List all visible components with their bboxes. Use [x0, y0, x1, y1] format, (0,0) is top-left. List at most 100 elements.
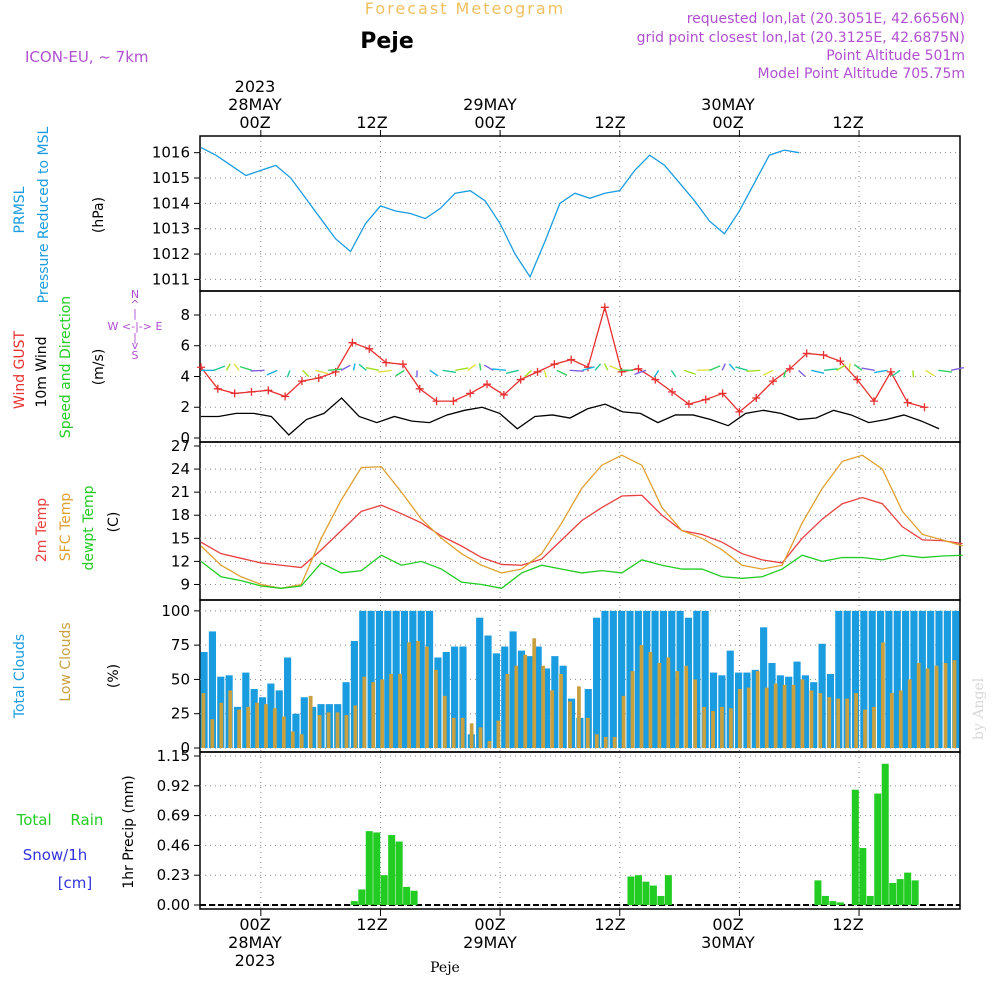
y-tick-label-4-5: 1.15 [157, 747, 190, 765]
p2-label-wind: 10m Wind [34, 336, 50, 407]
top-tick-6: 12Z [832, 113, 863, 132]
total-cloud-bar-10 [284, 657, 292, 748]
top-tick-4: 12Z [594, 113, 625, 132]
wind-arrow-27 [543, 370, 548, 378]
low-cloud-bar-57 [711, 710, 715, 748]
low-cloud-bar-24 [416, 641, 420, 748]
gust-point-7 [314, 374, 323, 383]
top-tick-5: 00Z [712, 113, 743, 132]
wind-arrow-1 [213, 365, 226, 371]
low-cloud-bar-35 [514, 665, 519, 748]
gust-point-16 [466, 389, 475, 398]
gust-point-36 [802, 349, 811, 358]
p4-label-unit: (%) [106, 664, 122, 688]
low-cloud-bar-19 [371, 682, 376, 748]
wind-arrow-8 [302, 369, 310, 378]
wind-arrow-48 [811, 369, 825, 374]
total-cloud-bar-80 [868, 610, 876, 748]
gust-point-20 [533, 367, 542, 376]
total-cloud-bar-6 [250, 689, 258, 748]
y-tick-label-4-2: 0.46 [157, 836, 190, 854]
y-tick-label-3-0: 0 [180, 739, 190, 757]
wind-arrow-10 [328, 368, 342, 372]
p2-label-speed: Speed and Direction [58, 296, 74, 438]
total-cloud-bar-27 [425, 610, 434, 748]
rain-bar-6 [395, 841, 403, 905]
panel-frame-5 [199, 751, 961, 910]
gust-point-34 [769, 377, 778, 386]
rain-bar-3 [373, 832, 381, 905]
y-tick-label-4-1: 0.23 [157, 866, 190, 884]
gust-point-3 [247, 387, 256, 396]
top-date-3: 30MAY [701, 95, 755, 114]
rain-bar-0 [350, 901, 358, 905]
wind-line [201, 397, 940, 436]
wind-arrow-15 [378, 369, 392, 373]
gust-point-27 [651, 375, 660, 384]
wind-arrow-58 [938, 369, 952, 373]
rain-bar-13 [657, 895, 665, 905]
total-cloud-bar-87 [927, 610, 935, 748]
gust-point-29 [684, 400, 693, 409]
total-cloud-bar-21 [375, 610, 384, 748]
wind-arrow-13 [358, 363, 367, 371]
wind-arrow-55 [891, 369, 901, 377]
panel-frame-1 [199, 135, 961, 292]
total-cloud-bar-63 [726, 650, 734, 748]
p5-label-precip: 1hr Precip (mm) [121, 775, 137, 888]
gust-point-11 [382, 358, 391, 367]
low-cloud-bar-12 [308, 695, 313, 748]
total-cloud-bar-58 [684, 617, 693, 748]
total-cloud-bar-43 [559, 665, 567, 748]
y-tick-label-0-1: 1012 [152, 245, 190, 263]
wind-arrow-30 [582, 366, 595, 372]
rain-bar-16 [814, 880, 822, 905]
y-tick-label-2-6: 27 [171, 437, 190, 455]
low-cloud-bar-0 [201, 693, 206, 748]
compass-bar-bottom: | [133, 331, 137, 344]
low-cloud-bar-51 [657, 662, 662, 748]
total-cloud-bar-31 [459, 646, 467, 748]
gust-point-12 [398, 360, 407, 369]
total-cloud-bar-57 [676, 610, 684, 748]
compass-rose: N ^ | W <-|-> E | v S [108, 288, 163, 362]
low-cloud-bar-37 [532, 638, 537, 748]
top-tick-2: 12Z [356, 113, 387, 132]
low-cloud-bar-7 [264, 704, 268, 748]
total-cloud-bar-41 [542, 668, 551, 748]
total-cloud-bar-71 [793, 661, 801, 748]
low-cloud-bar-47 [621, 695, 626, 748]
gust-point-19 [516, 375, 525, 384]
y-tick-label-2-4: 21 [171, 483, 190, 501]
low-cloud-bar-50 [648, 652, 653, 748]
wind-arrow-5 [250, 369, 265, 372]
gust-line [200, 304, 925, 413]
total-cloud-bar-33 [476, 617, 484, 748]
y-tick-label-0-4: 1015 [152, 169, 190, 187]
wind-arrow-19 [442, 369, 457, 374]
wind-arrow-40 [709, 365, 721, 371]
wind-arrow-21 [467, 363, 477, 371]
total-cloud-bar-61 [709, 672, 718, 748]
total-cloud-bar-9 [275, 690, 283, 748]
wind-arrow-18 [429, 369, 439, 377]
low-cloud-bar-65 [782, 684, 787, 748]
y-tick-label-0-5: 1016 [152, 144, 190, 162]
total-cloud-bar-60 [701, 610, 709, 748]
low-cloud-bar-26 [433, 669, 438, 748]
p5-label-snow: Snow/1h [23, 846, 88, 864]
gust-point-41 [886, 367, 895, 376]
rain-bar-12 [649, 885, 657, 905]
watermark: by Angel [971, 677, 987, 740]
low-cloud-bar-21 [389, 673, 394, 748]
low-cloud-bar-1 [210, 719, 215, 748]
low-cloud-bar-6 [255, 702, 259, 748]
low-cloud-bar-77 [889, 693, 894, 748]
total-cloud-bar-78 [851, 610, 860, 748]
low-cloud-bar-2 [219, 702, 224, 748]
y-tick-label-2-2: 15 [171, 529, 190, 547]
low-cloud-bar-15 [335, 712, 340, 748]
wind-arrow-20 [455, 367, 469, 372]
gust-point-22 [567, 355, 576, 364]
rain-bar-28 [904, 872, 912, 905]
